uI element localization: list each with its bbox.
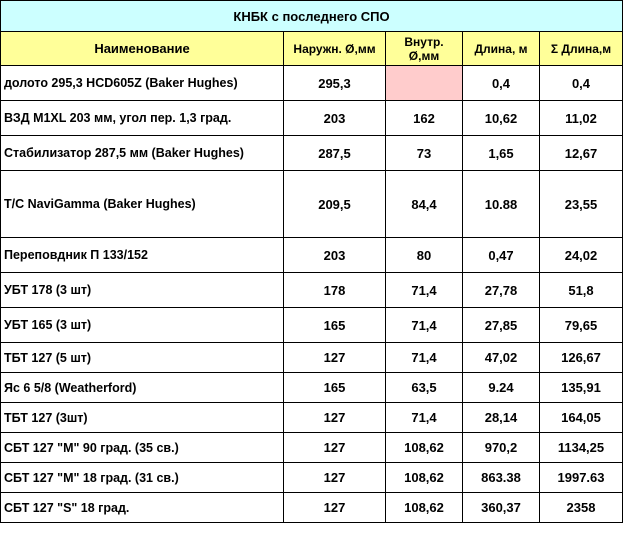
inner-diameter-cell: 80	[385, 237, 463, 273]
cumulative-length-cell: 126,67	[539, 342, 623, 373]
outer-diameter-cell: 127	[283, 342, 386, 373]
component-name-cell: ТБТ 127 (3шт)	[0, 402, 284, 433]
length-cell: 863.38	[462, 462, 540, 493]
table-body: долото 295,3 HCD605Z (Baker Hughes) 295,3…	[0, 65, 623, 523]
outer-diameter-cell: 127	[283, 402, 386, 433]
component-name-cell: УБТ 178 (3 шт)	[0, 272, 284, 308]
table-row: УБТ 178 (3 шт) 178 71,4 27,78 51,8	[0, 272, 623, 308]
cumulative-length-cell: 135,91	[539, 372, 623, 403]
component-name-cell: долото 295,3 HCD605Z (Baker Hughes)	[0, 65, 284, 101]
length-cell: 360,37	[462, 492, 540, 523]
table-row: УБТ 165 (3 шт) 165 71,4 27,85 79,65	[0, 307, 623, 343]
outer-diameter-cell: 127	[283, 432, 386, 463]
cumulative-length-cell: 2358	[539, 492, 623, 523]
length-cell: 0,47	[462, 237, 540, 273]
header-outer-diameter: Наружн. Ø,мм	[283, 31, 386, 66]
table-row: ТБТ 127 (3шт) 127 71,4 28,14 164,05	[0, 402, 623, 433]
cumulative-length-cell: 11,02	[539, 100, 623, 136]
inner-diameter-cell: 73	[385, 135, 463, 171]
table-row: Стабилизатор 287,5 мм (Baker Hughes) 287,…	[0, 135, 623, 171]
inner-diameter-cell: 162	[385, 100, 463, 136]
component-name-cell: ТБТ 127 (5 шт)	[0, 342, 284, 373]
component-name-cell: СБТ 127 "М" 18 град. (31 св.)	[0, 462, 284, 493]
inner-diameter-cell: 71,4	[385, 402, 463, 433]
cumulative-length-cell: 79,65	[539, 307, 623, 343]
component-name-cell: Т/С NaviGamma (Baker Hughes)	[0, 170, 284, 238]
cumulative-length-cell: 0,4	[539, 65, 623, 101]
outer-diameter-cell: 295,3	[283, 65, 386, 101]
table-row: ТБТ 127 (5 шт) 127 71,4 47,02 126,67	[0, 342, 623, 373]
length-cell: 970,2	[462, 432, 540, 463]
inner-diameter-cell: 108,62	[385, 432, 463, 463]
table-row: Яс 6 5/8 (Weatherford) 165 63,5 9.24 135,91	[0, 372, 623, 403]
inner-diameter-cell	[385, 65, 463, 101]
inner-diameter-cell: 108,62	[385, 462, 463, 493]
outer-diameter-cell: 178	[283, 272, 386, 308]
length-cell: 10,62	[462, 100, 540, 136]
cumulative-length-cell: 12,67	[539, 135, 623, 171]
component-name-cell: Стабилизатор 287,5 мм (Baker Hughes)	[0, 135, 284, 171]
cumulative-length-cell: 164,05	[539, 402, 623, 433]
inner-diameter-cell: 71,4	[385, 307, 463, 343]
outer-diameter-cell: 165	[283, 372, 386, 403]
cumulative-length-cell: 1997.63	[539, 462, 623, 493]
length-cell: 28,14	[462, 402, 540, 433]
title-row: КНБК с последнего СПО	[0, 0, 623, 32]
component-name-cell: СБТ 127 "М" 90 град. (35 св.)	[0, 432, 284, 463]
table-row: ВЗД M1XL 203 мм, угол пер. 1,3 град. 203 1…	[0, 100, 623, 136]
inner-diameter-cell: 63,5	[385, 372, 463, 403]
component-name-cell: СБТ 127 "S" 18 град.	[0, 492, 284, 523]
table-title: КНБК с последнего СПО	[0, 0, 623, 32]
table-row: долото 295,3 HCD605Z (Baker Hughes) 295,3…	[0, 65, 623, 101]
bha-table: КНБК с последнего СПО Наименование Наруж…	[0, 0, 623, 523]
length-cell: 10.88	[462, 170, 540, 238]
table-row: Переповдник П 133/152 203 80 0,47 24,02	[0, 237, 623, 273]
outer-diameter-cell: 127	[283, 492, 386, 523]
component-name-cell: ВЗД M1XL 203 мм, угол пер. 1,3 град.	[0, 100, 284, 136]
component-name-cell: Яс 6 5/8 (Weatherford)	[0, 372, 284, 403]
length-cell: 9.24	[462, 372, 540, 403]
outer-diameter-cell: 165	[283, 307, 386, 343]
outer-diameter-cell: 203	[283, 100, 386, 136]
length-cell: 27,78	[462, 272, 540, 308]
header-inner-diameter-line1: Внутр.	[404, 34, 444, 49]
inner-diameter-cell: 71,4	[385, 272, 463, 308]
table-row: Т/С NaviGamma (Baker Hughes) 209,5 84,4 10.…	[0, 170, 623, 238]
table-row: СБТ 127 "S" 18 град. 127 108,62 360,37 2358	[0, 492, 623, 523]
table-row: СБТ 127 "М" 90 град. (35 св.) 127 108,62 97…	[0, 432, 623, 463]
length-cell: 47,02	[462, 342, 540, 373]
cumulative-length-cell: 51,8	[539, 272, 623, 308]
header-length: Длина, м	[462, 31, 540, 66]
cumulative-length-cell: 1134,25	[539, 432, 623, 463]
inner-diameter-cell: 84,4	[385, 170, 463, 238]
length-cell: 1,65	[462, 135, 540, 171]
cumulative-length-cell: 23,55	[539, 170, 623, 238]
header-inner-diameter: Внутр. Ø,мм	[385, 31, 463, 66]
length-cell: 27,85	[462, 307, 540, 343]
cumulative-length-cell: 24,02	[539, 237, 623, 273]
table-row: СБТ 127 "М" 18 град. (31 св.) 127 108,62 86…	[0, 462, 623, 493]
inner-diameter-cell: 108,62	[385, 492, 463, 523]
header-cumulative-length: Σ Длина,м	[539, 31, 623, 66]
component-name-cell: Переповдник П 133/152	[0, 237, 284, 273]
outer-diameter-cell: 209,5	[283, 170, 386, 238]
outer-diameter-cell: 127	[283, 462, 386, 493]
outer-diameter-cell: 287,5	[283, 135, 386, 171]
inner-diameter-cell: 71,4	[385, 342, 463, 373]
outer-diameter-cell: 203	[283, 237, 386, 273]
header-name: Наименование	[0, 31, 284, 66]
length-cell: 0,4	[462, 65, 540, 101]
header-inner-diameter-line2: Ø,мм	[408, 48, 440, 63]
component-name-cell: УБТ 165 (3 шт)	[0, 307, 284, 343]
header-row: Наименование Наружн. Ø,мм Внутр. Ø,мм Дли…	[0, 31, 623, 66]
